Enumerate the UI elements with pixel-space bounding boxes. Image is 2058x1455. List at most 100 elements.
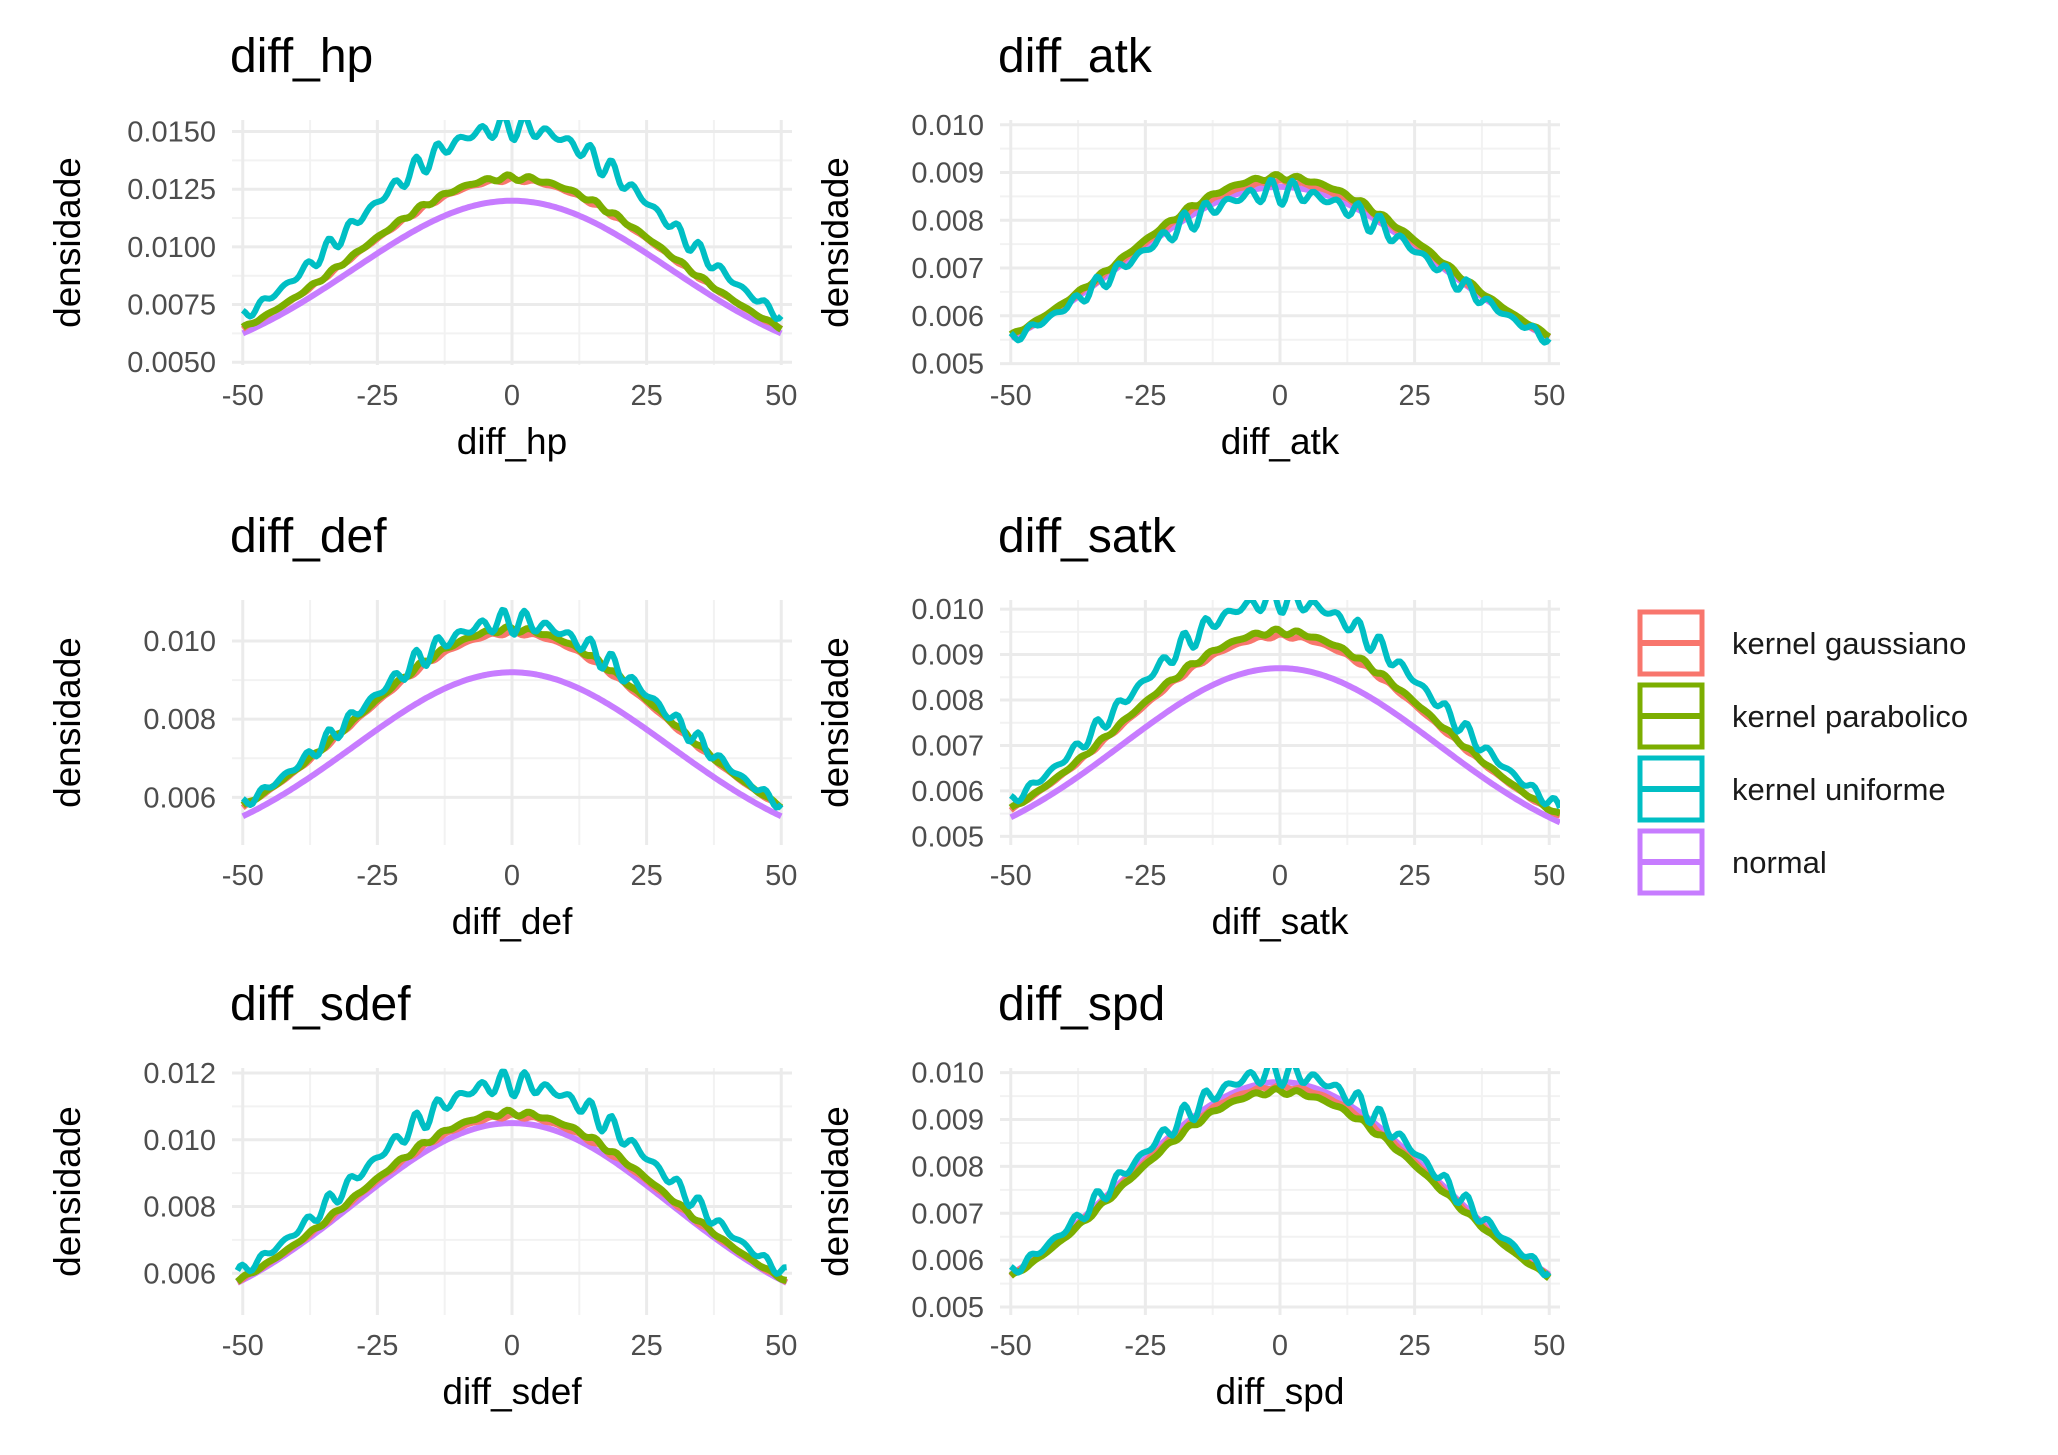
series-line-kernel-uniforme xyxy=(240,606,784,811)
x-tick-label: 25 xyxy=(1398,860,1430,892)
x-tick-label: 50 xyxy=(765,860,797,892)
grid xyxy=(232,1068,792,1315)
series-lines xyxy=(234,1068,788,1286)
x-tick-label: 0 xyxy=(1272,860,1288,892)
legend-label: kernel gaussiano xyxy=(1732,626,1966,661)
series-lines xyxy=(1008,600,1560,826)
x-axis-label: diff_def xyxy=(452,901,573,942)
x-tick-label: -50 xyxy=(990,860,1032,892)
x-tick-label: 0 xyxy=(1272,380,1288,412)
x-tick-label: -25 xyxy=(356,1330,398,1362)
x-axis-label: diff_satk xyxy=(1211,901,1349,942)
y-tick-label: 0.009 xyxy=(911,158,984,190)
y-tick-label: 0.005 xyxy=(911,1292,984,1324)
x-tick-label: 50 xyxy=(1533,380,1565,412)
series-line-kernel-uniforme xyxy=(1008,600,1560,810)
x-axis-label: diff_atk xyxy=(1221,421,1340,462)
x-tick-label: 0 xyxy=(504,860,520,892)
series-line-kernel-parabolico xyxy=(1008,625,1560,817)
grid xyxy=(232,120,792,365)
panel-title: diff_sdef xyxy=(230,978,411,1031)
x-tick-label: 0 xyxy=(504,1330,520,1362)
series-lines xyxy=(240,120,784,337)
legend-item-normal: normal xyxy=(1637,828,1827,896)
series-line-normal xyxy=(1009,665,1560,826)
x-tick-label: 25 xyxy=(630,1330,662,1362)
legend-label: normal xyxy=(1732,845,1827,880)
x-tick-label: 50 xyxy=(1533,860,1565,892)
legend-item-kernel-gaussiano: kernel gaussiano xyxy=(1637,609,1966,677)
panel-diff-spd: diff_spd 0.005 0.006 0.007 0.008 0.009 0.010 -5… xyxy=(815,978,1565,1412)
x-tick-label: 25 xyxy=(630,860,662,892)
series-lines xyxy=(1008,1068,1552,1281)
series-line-kernel-uniforme xyxy=(234,1068,788,1277)
x-axis-label: diff_hp xyxy=(457,421,567,462)
panel-diff-def: diff_def 0.006 0.008 0.010 -50 -25 0 25 50 diff_d… xyxy=(47,510,797,942)
series-lines xyxy=(1008,171,1552,346)
legend-label: kernel uniforme xyxy=(1732,772,1946,807)
y-tick-label: 0.007 xyxy=(911,253,984,285)
y-axis-label: densidade xyxy=(47,157,88,328)
y-tick-label: 0.006 xyxy=(911,1245,984,1277)
y-tick-label: 0.0050 xyxy=(127,347,216,379)
y-tick-label: 0.0150 xyxy=(127,117,216,149)
series-line-kernel-parabolico xyxy=(1008,1085,1552,1281)
x-tick-label: 25 xyxy=(630,380,662,412)
x-tick-label: -50 xyxy=(222,1330,264,1362)
x-tick-label: 25 xyxy=(1398,380,1430,412)
x-tick-label: -50 xyxy=(990,380,1032,412)
x-tick-label: -25 xyxy=(1124,380,1166,412)
y-tick-label: 0.006 xyxy=(911,301,984,333)
x-tick-label: 0 xyxy=(504,380,520,412)
x-tick-label: 50 xyxy=(1533,1330,1565,1362)
y-tick-label: 0.005 xyxy=(911,349,984,381)
y-tick-label: 0.0125 xyxy=(127,174,216,206)
y-tick-label: 0.008 xyxy=(911,685,984,717)
x-tick-label: -25 xyxy=(356,380,398,412)
x-tick-label: -50 xyxy=(222,860,264,892)
y-tick-label: 0.007 xyxy=(911,730,984,762)
panel-title: diff_hp xyxy=(230,30,373,83)
x-tick-label: -25 xyxy=(1124,860,1166,892)
y-tick-label: 0.006 xyxy=(143,782,216,814)
x-tick-label: -25 xyxy=(1124,1330,1166,1362)
y-tick-label: 0.0100 xyxy=(127,232,216,264)
series-line-kernel-parabolico xyxy=(1008,171,1552,340)
x-tick-label: 50 xyxy=(765,380,797,412)
panel-title: diff_atk xyxy=(998,30,1153,83)
y-tick-label: 0.008 xyxy=(911,1151,984,1183)
panel-title: diff_satk xyxy=(998,510,1177,563)
y-tick-label: 0.007 xyxy=(911,1198,984,1230)
series-line-kernel-uniforme xyxy=(1008,1068,1552,1279)
x-tick-label: -50 xyxy=(990,1330,1032,1362)
series-line-kernel-uniforme xyxy=(1008,177,1552,346)
y-tick-label: 0.005 xyxy=(911,821,984,853)
panel-title: diff_spd xyxy=(998,978,1165,1031)
y-tick-label: 0.010 xyxy=(911,1058,984,1090)
y-tick-label: 0.006 xyxy=(911,776,984,808)
x-axis-label: diff_sdef xyxy=(442,1371,582,1412)
grid xyxy=(1000,120,1560,366)
y-axis-label: densidade xyxy=(47,637,88,808)
x-tick-label: -25 xyxy=(356,860,398,892)
y-tick-label: 0.010 xyxy=(911,110,984,142)
grid xyxy=(1000,1068,1560,1315)
legend-item-kernel-parabolico: kernel parabolico xyxy=(1637,682,1968,750)
y-tick-label: 0.009 xyxy=(911,1105,984,1137)
panel-diff-hp: diff_hp 0.0050 0.0075 0.0100 0.0125 0.0150 -50… xyxy=(47,30,797,462)
y-tick-label: 0.008 xyxy=(911,205,984,237)
x-axis-label: diff_spd xyxy=(1216,1371,1345,1412)
legend: kernel gaussiano kernel parabolico kernel … xyxy=(1637,609,1968,896)
y-axis-label: densidade xyxy=(815,637,856,808)
y-tick-label: 0.008 xyxy=(143,1192,216,1224)
series-line-kernel-parabolico xyxy=(240,171,783,333)
y-axis-label: densidade xyxy=(47,1106,88,1277)
y-tick-label: 0.009 xyxy=(911,640,984,672)
x-tick-label: 50 xyxy=(765,1330,797,1362)
panel-diff-sdef: diff_sdef 0.006 0.008 0.010 0.012 -50 -25 0 25 50… xyxy=(47,978,797,1412)
legend-item-kernel-uniforme: kernel uniforme xyxy=(1637,755,1946,823)
series-line-kernel-uniforme xyxy=(240,120,784,323)
x-tick-label: 0 xyxy=(1272,1330,1288,1362)
y-axis-label: densidade xyxy=(815,1106,856,1277)
